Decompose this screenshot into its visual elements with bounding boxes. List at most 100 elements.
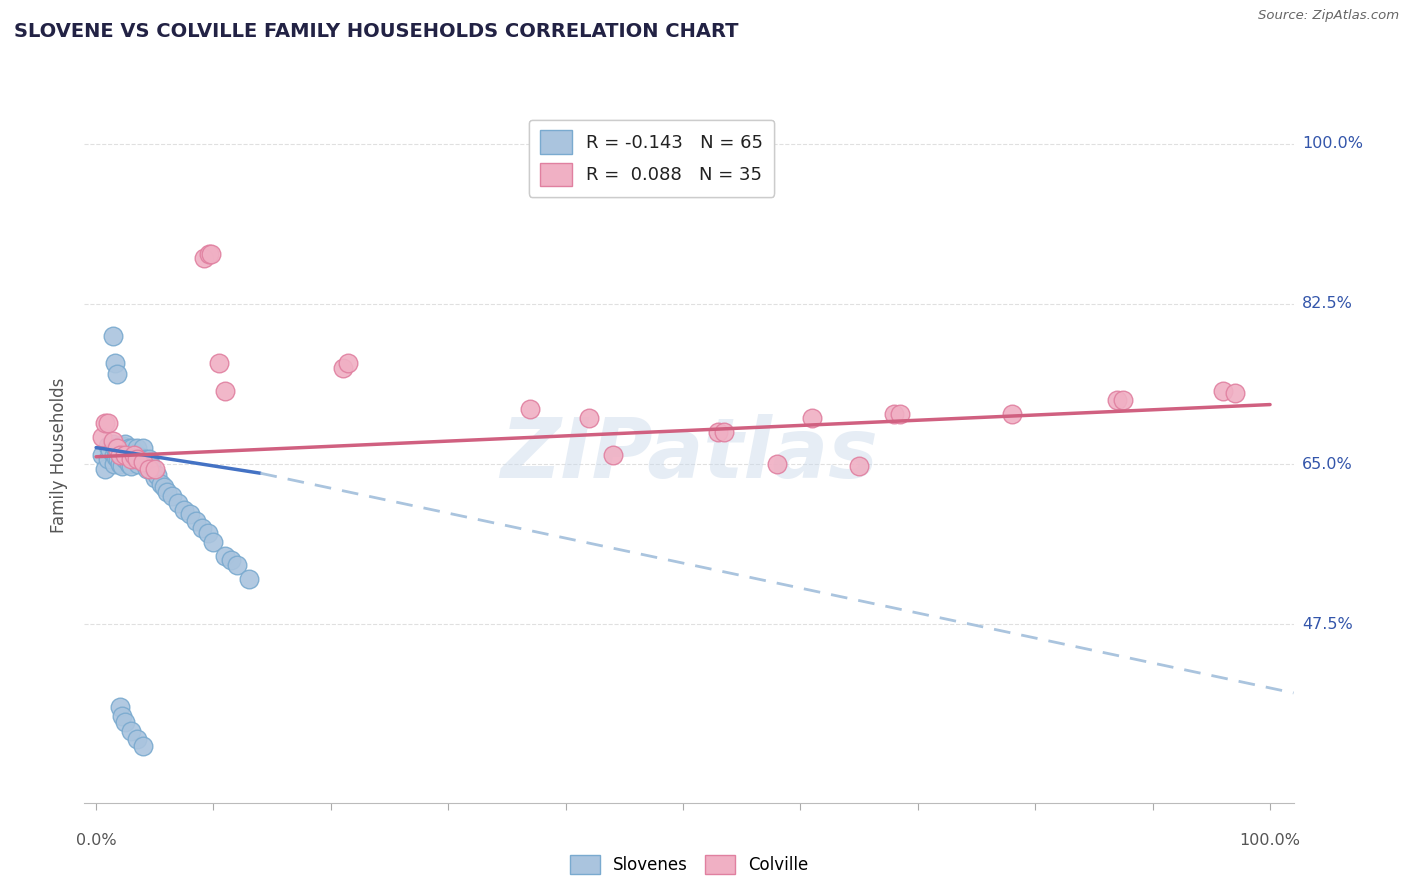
Point: [138, 452, 160, 467]
Point: [111, 458, 134, 473]
Point: [184, 514, 207, 528]
Legend: Slovenes, Colville: Slovenes, Colville: [565, 850, 813, 880]
Point: [111, 450, 134, 464]
Point: [97, 416, 120, 430]
Point: [198, 246, 221, 260]
Point: [101, 329, 124, 343]
Point: [129, 450, 152, 464]
Point: [112, 448, 135, 462]
Point: [713, 425, 735, 439]
Point: [138, 461, 160, 475]
Point: [602, 448, 624, 462]
Point: [125, 452, 148, 467]
Point: [135, 461, 157, 475]
Point: [117, 450, 139, 464]
Point: [112, 439, 135, 453]
Y-axis label: Family Households: Family Households: [51, 377, 69, 533]
Point: [766, 457, 789, 471]
Point: [149, 477, 172, 491]
Point: [214, 549, 236, 563]
Text: Source: ZipAtlas.com: Source: ZipAtlas.com: [1258, 9, 1399, 22]
Point: [107, 452, 129, 467]
Text: 82.5%: 82.5%: [1302, 296, 1353, 311]
Text: 65.0%: 65.0%: [1302, 457, 1353, 472]
Point: [105, 368, 128, 382]
Point: [120, 452, 142, 467]
Point: [1212, 384, 1234, 398]
Point: [94, 416, 117, 430]
Point: [101, 437, 124, 451]
Point: [108, 699, 131, 714]
Point: [103, 457, 125, 471]
Point: [120, 458, 142, 473]
Point: [108, 439, 131, 453]
Point: [519, 402, 541, 417]
Point: [190, 521, 212, 535]
Text: 100.0%: 100.0%: [1240, 833, 1301, 848]
Point: [108, 457, 131, 471]
Point: [132, 441, 155, 455]
Point: [114, 437, 136, 451]
Point: [122, 448, 145, 462]
Point: [101, 434, 124, 449]
Point: [127, 452, 149, 467]
Point: [337, 356, 360, 370]
Point: [105, 450, 128, 464]
Point: [94, 461, 117, 475]
Point: [219, 553, 242, 567]
Point: [167, 495, 190, 509]
Text: SLOVENE VS COLVILLE FAMILY HOUSEHOLDS CORRELATION CHART: SLOVENE VS COLVILLE FAMILY HOUSEHOLDS CO…: [14, 22, 738, 41]
Point: [108, 448, 131, 462]
Point: [332, 361, 354, 376]
Point: [1001, 407, 1024, 421]
Point: [1107, 392, 1129, 407]
Point: [120, 724, 142, 739]
Point: [124, 446, 146, 460]
Point: [98, 443, 121, 458]
Point: [105, 446, 128, 460]
Point: [115, 443, 138, 458]
Point: [153, 480, 176, 494]
Point: [122, 450, 145, 464]
Point: [97, 452, 120, 467]
Text: 100.0%: 100.0%: [1302, 136, 1362, 151]
Text: ZIPatlas: ZIPatlas: [501, 415, 877, 495]
Point: [162, 489, 184, 503]
Point: [801, 411, 824, 425]
Text: 47.5%: 47.5%: [1302, 616, 1353, 632]
Point: [120, 448, 142, 462]
Point: [114, 715, 136, 730]
Point: [202, 535, 225, 549]
Point: [200, 246, 222, 260]
Point: [193, 251, 215, 265]
Point: [578, 411, 600, 425]
Point: [889, 407, 911, 421]
Point: [105, 441, 128, 455]
Point: [883, 407, 905, 421]
Point: [155, 484, 177, 499]
Text: 0.0%: 0.0%: [76, 833, 117, 848]
Point: [208, 356, 231, 370]
Point: [197, 525, 219, 540]
Point: [114, 452, 136, 467]
Point: [127, 457, 149, 471]
Point: [238, 572, 260, 586]
Legend: R = -0.143   N = 65, R =  0.088   N = 35: R = -0.143 N = 65, R = 0.088 N = 35: [529, 120, 775, 196]
Point: [91, 448, 114, 462]
Point: [132, 455, 155, 469]
Point: [707, 425, 730, 439]
Point: [104, 356, 127, 370]
Point: [179, 508, 201, 522]
Point: [173, 503, 195, 517]
Point: [111, 708, 134, 723]
Point: [134, 452, 156, 467]
Point: [121, 441, 143, 455]
Point: [118, 441, 141, 455]
Point: [1112, 392, 1135, 407]
Point: [110, 443, 132, 458]
Point: [104, 441, 127, 455]
Point: [226, 558, 249, 572]
Point: [143, 461, 166, 475]
Point: [848, 458, 870, 473]
Point: [91, 429, 114, 443]
